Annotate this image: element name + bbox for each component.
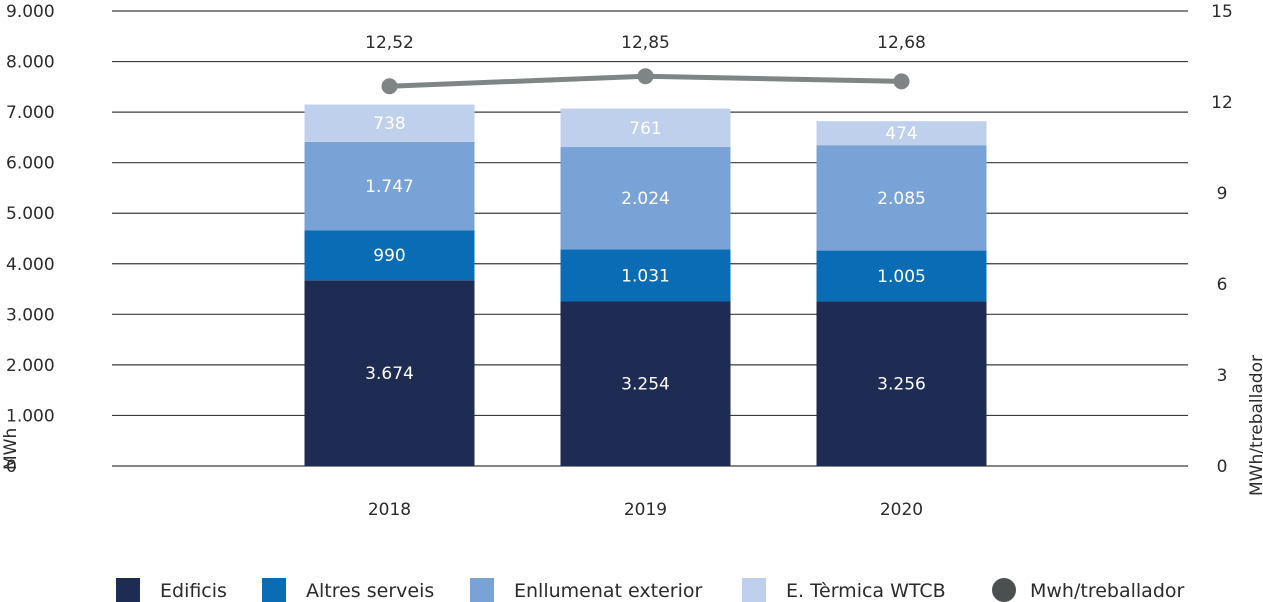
left-axis-ticks: 0 1.000 2.000 3.000 4.000 5.000 6.000 7.000 8.00…	[6, 2, 55, 477]
legend-item: E. Tèrmica WTCB	[742, 578, 946, 602]
y2-tick-label: 0	[1217, 457, 1228, 477]
line-value-label: 12,68	[877, 33, 926, 53]
y2-tick-label: 6	[1217, 275, 1228, 295]
legend-label: Enllumenat exterior	[514, 580, 702, 602]
x-tick-label: 2019	[624, 500, 667, 520]
bar-value-label: 3.674	[365, 364, 414, 384]
y-tick-label: 3.000	[6, 305, 55, 325]
legend-item: Edificis	[116, 578, 227, 602]
legend-item: Enllumenat exterior	[470, 578, 702, 602]
bar-value-label: 990	[373, 246, 405, 266]
y-tick-label: 8.000	[6, 53, 55, 73]
line-point	[381, 78, 398, 95]
legend-item: Mwh/treballador	[992, 578, 1184, 602]
y-tick-label: 6.000	[6, 154, 55, 174]
bar-value-labels: 3.674 990 1.747 738 3.254 1.031 2.024 761 3.256 1…	[365, 114, 926, 395]
y2-axis-label: MWh/treballador	[1247, 355, 1263, 496]
bar-segment	[304, 141, 475, 231]
y2-tick-label: 12	[1211, 93, 1233, 113]
line-point	[637, 68, 654, 85]
bar-value-label: 2.085	[877, 189, 926, 209]
y-tick-label: 9.000	[6, 2, 55, 22]
bar-value-label: 1.747	[365, 177, 414, 197]
x-tick-label: 2020	[880, 500, 923, 520]
bar-value-label: 2.024	[621, 189, 670, 209]
bar-segment	[816, 250, 987, 302]
line-point	[893, 73, 910, 90]
legend-marker	[992, 578, 1016, 602]
legend-label: Edificis	[160, 580, 227, 602]
bar-segment	[816, 145, 987, 251]
bar-value-label: 3.254	[621, 375, 670, 395]
bar-segment	[304, 230, 475, 281]
line-value-label: 12,52	[365, 33, 414, 53]
right-axis-ticks: 0 3 6 9 12 15	[1211, 2, 1233, 477]
bar-segment	[560, 147, 731, 250]
x-tick-label: 2018	[368, 500, 411, 520]
legend: Edificis Altres serveis Enllumenat exterio…	[116, 578, 1184, 602]
bar-segment	[816, 301, 987, 466]
y-axis-label: MWh	[1, 428, 21, 470]
legend-item: Altres serveis	[262, 578, 434, 602]
y-tick-label: 7.000	[6, 103, 55, 123]
y-tick-label: 4.000	[6, 255, 55, 275]
legend-swatch	[742, 578, 766, 602]
legend-label: E. Tèrmica WTCB	[786, 580, 946, 602]
bar-value-label: 1.005	[877, 267, 926, 287]
bar-segment	[560, 301, 731, 466]
bar-value-label: 1.031	[621, 266, 670, 286]
legend-swatch	[470, 578, 494, 602]
y-tick-label: 1.000	[6, 406, 55, 426]
y2-tick-label: 15	[1211, 2, 1233, 22]
y2-tick-label: 3	[1217, 366, 1228, 386]
bars	[304, 104, 987, 466]
bar-segment	[304, 280, 475, 466]
y-tick-label: 0	[6, 457, 17, 477]
legend-swatch	[262, 578, 286, 602]
y-tick-label: 2.000	[6, 356, 55, 376]
bar-segment	[560, 249, 731, 302]
bar-value-label: 3.256	[877, 375, 926, 395]
line-series: 12,52 12,85 12,68	[365, 33, 926, 95]
x-axis-ticks: 2018 2019 2020	[368, 500, 923, 520]
bar-segment	[816, 121, 987, 146]
legend-label: Altres serveis	[306, 580, 434, 602]
y2-tick-label: 9	[1217, 184, 1228, 204]
bar-value-label: 738	[373, 114, 405, 134]
bar-value-label: 474	[885, 124, 917, 144]
y-tick-label: 5.000	[6, 204, 55, 224]
bar-segment	[304, 104, 475, 142]
line-value-label: 12,85	[621, 33, 670, 53]
bar-segment	[560, 108, 731, 148]
legend-label: Mwh/treballador	[1030, 580, 1184, 602]
legend-swatch	[116, 578, 140, 602]
bar-value-label: 761	[629, 119, 661, 139]
